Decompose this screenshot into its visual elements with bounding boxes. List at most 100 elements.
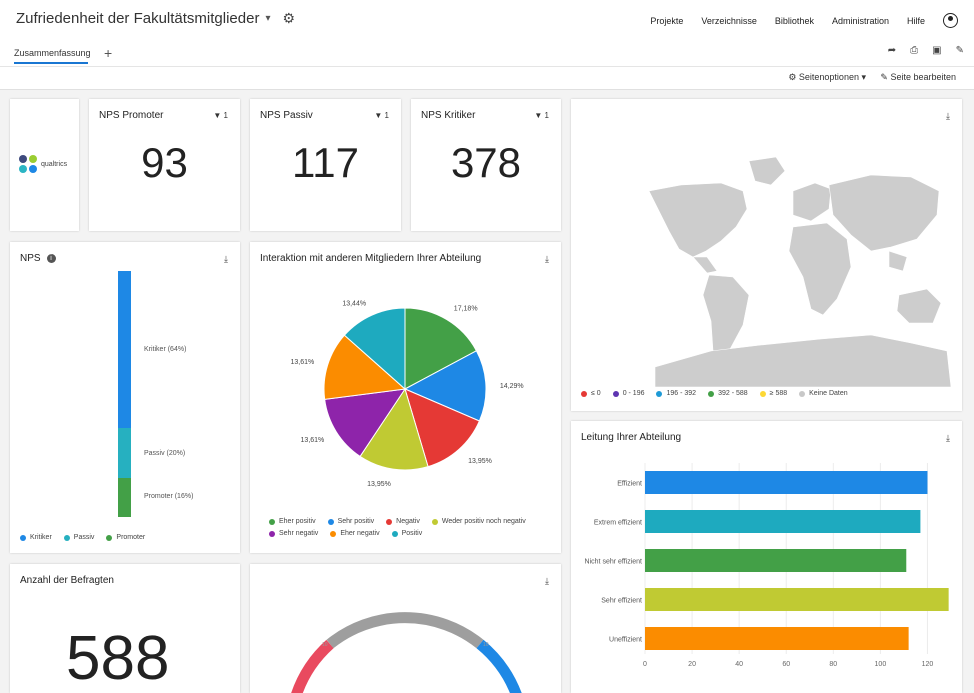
legend-item[interactable]: Passiv [63,534,94,541]
pie-legend: Eher positiv Sehr positiv Negativ Weder … [269,518,549,537]
pie-slice[interactable] [404,307,478,390]
metric-card-passive: NPS Passiv ▼ 1 117 [250,99,401,231]
gauge-card: ⤓ 10 10 [250,564,561,693]
label-passiv: Passiv (20%) [144,450,186,457]
legend-item[interactable]: Weder positiv noch negativ [431,518,526,525]
download-icon[interactable]: ⤓ [545,254,549,264]
bar-segment-promoter[interactable] [118,477,131,517]
metric-card-promoter: NPS Promoter ▼ 1 93 [89,99,240,231]
x-tick-label: 100 [875,661,887,668]
bar-segment-kritiker[interactable] [118,271,131,429]
map-australia [896,288,942,324]
legend-item[interactable]: Sehr positiv [327,518,374,525]
pie-slice[interactable] [404,388,481,468]
pie-slice[interactable] [324,388,407,458]
x-tick-label: 60 [782,661,790,668]
legend-item[interactable]: Positiv [391,530,422,537]
download-icon[interactable]: ⤓ [946,111,950,121]
map-card: ⤓ ≤ 0 0 - 196 196 - 392 392 - 588 ≥ 588 … [571,99,962,411]
bar[interactable] [645,471,928,494]
card-title: NPS Promoter [99,110,164,121]
page-options-label: Seitenoptionen [798,72,859,82]
pie-slice[interactable] [403,350,487,422]
nps-legend: Kritiker Passiv Promoter [20,534,145,541]
legend-item[interactable]: Kritiker [20,534,52,541]
bar[interactable] [645,510,921,533]
label-kritiker: Kritiker (64%) [144,346,187,353]
pie-slice[interactable] [343,307,406,391]
legend-item[interactable]: 392 - 588 [708,390,748,397]
x-tick-label: 40 [735,661,743,668]
metric-value: 93 [141,139,188,186]
tab-summary[interactable]: Zusammenfassung [14,48,91,58]
map-greenland [748,156,786,186]
bar-chart-card: Leitung Ihrer Abteilung ⤓ 0 20 40 60 80 100 12… [571,421,962,693]
page-options-button[interactable]: ⚙ Seitenoptionen ▾ [788,72,866,82]
legend-item[interactable]: Negativ [386,518,420,525]
user-icon[interactable] [943,13,958,28]
legend-item[interactable]: ≥ 588 [759,390,787,397]
logo-text: qualtrics [41,160,68,168]
map-legend: ≤ 0 0 - 196 196 - 392 392 - 588 ≥ 588 Ke… [581,390,848,397]
download-icon[interactable]: ⤓ [224,254,228,264]
export-icon[interactable]: ⎙ [910,45,919,56]
legend-item[interactable]: Sehr negativ [269,530,318,537]
page-title[interactable]: Zufriedenheit der Fakultätsmitglieder [16,10,260,27]
bar-chart: 0 20 40 60 80 100 120 Effizient Extrem effizient… [585,463,949,668]
pie-slice[interactable] [323,334,407,400]
gauge-tick-label: 10 [483,642,489,648]
page-tools: ➦ ⎙ ▣ ✎ [888,45,964,56]
brush-icon[interactable]: ✎ [955,45,964,56]
pie-slice[interactable] [359,387,429,471]
filter-icon[interactable]: ▼ 1 [534,111,549,120]
pie-data-label: 17,18% [454,305,478,312]
pie-data-label: 13,95% [468,458,492,465]
page-title-group[interactable]: Zufriedenheit der Fakultätsmitglieder ▾ … [16,10,295,27]
logo-card: qualtrics [10,99,79,231]
map-europe [792,182,832,222]
legend-item[interactable]: 196 - 392 [656,390,696,397]
sub-toolbar: ⚙ Seitenoptionen ▾ ✎ Seite bearbeiten [0,66,974,90]
add-tab-button[interactable]: + [104,45,113,61]
legend-item[interactable]: 0 - 196 [612,390,644,397]
nav-directories[interactable]: Verzeichnisse [701,15,757,26]
download-icon[interactable]: ⤓ [946,433,950,443]
y-category-label: Effizient [617,481,642,488]
filter-icon[interactable]: ▼ 1 [374,111,389,120]
bar-segment-passiv[interactable] [118,428,131,478]
card-title: NPS Passiv [260,110,313,121]
bar[interactable] [645,627,909,650]
legend-item[interactable]: Eher negativ [330,530,380,537]
map-asia [828,174,940,252]
nav-projects[interactable]: Projekte [650,15,684,26]
legend-item[interactable]: Keine Daten [799,390,848,397]
gear-icon[interactable]: ⚙ [282,10,296,26]
filter-count: 1 [544,111,549,120]
bar[interactable] [645,588,949,611]
legend-item[interactable]: Promoter [106,534,145,541]
nav-administration[interactable]: Administration [831,15,889,26]
present-icon[interactable]: ▣ [932,45,942,56]
filter-count: 1 [223,111,228,120]
card-title: NPS Kritiker [421,110,476,121]
info-icon[interactable]: i [46,254,56,263]
bar[interactable] [645,549,907,572]
card-title: Anzahl der Befragten [20,575,114,586]
filter-icon[interactable]: ▼ 1 [213,111,228,120]
legend-item[interactable]: ≤ 0 [581,390,601,397]
chevron-down-icon[interactable]: ▾ [265,13,271,24]
nav-help[interactable]: Hilfe [906,15,925,26]
share-icon[interactable]: ➦ [887,45,897,56]
x-tick-label: 120 [922,661,934,668]
nps-card: NPS i ⤓ Kritiker (64%) Passiv (20%) Promo… [10,242,240,553]
qualtrics-logo: qualtrics [19,155,67,173]
nav-library[interactable]: Bibliothek [774,15,814,26]
count-value: 588 [66,624,170,693]
download-icon[interactable]: ⤓ [545,576,549,586]
edit-page-button[interactable]: ✎ Seite bearbeiten [880,72,956,82]
legend-item[interactable]: Eher positiv [269,518,316,525]
label-promoter: Promoter (16%) [144,493,194,500]
x-tick-label: 80 [829,661,837,668]
pie-data-label: 13,44% [342,300,366,307]
pie-data-label: 14,29% [500,383,524,390]
